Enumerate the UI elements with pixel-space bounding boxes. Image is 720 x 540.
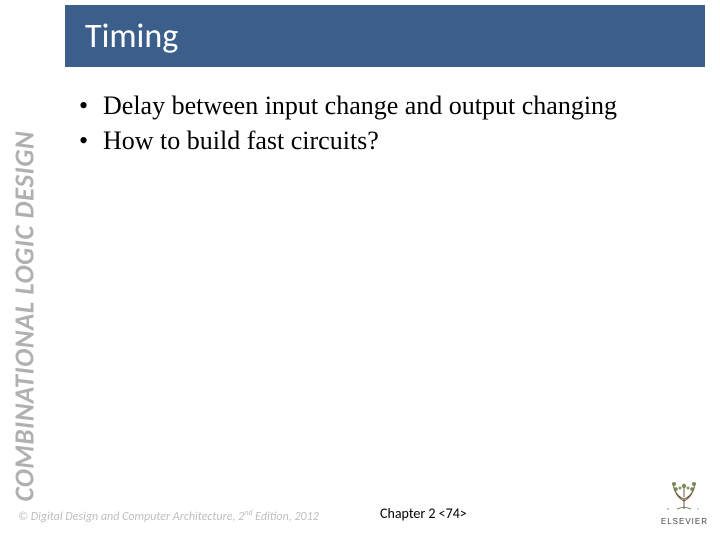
- tree-icon: N S: [663, 479, 705, 511]
- chapter-page: Chapter 2 <74>: [380, 505, 467, 522]
- sidebar-chapter-title: COMBINATIONAL LOGIC DESIGN: [9, 32, 42, 502]
- publisher-name: ELSEVIER: [661, 517, 708, 526]
- publisher-logo: N S ELSEVIER: [661, 479, 708, 526]
- copyright-symbol: ©: [18, 510, 31, 524]
- slide: COMBINATIONAL LOGIC DESIGN Timing Delay …: [0, 0, 720, 540]
- copyright-title: Digital Design and Computer Architecture: [31, 510, 233, 524]
- copyright-edition: , 2: [232, 510, 244, 524]
- copyright-text: © Digital Design and Computer Architectu…: [18, 508, 319, 524]
- bullet-list: Delay between input change and output ch…: [75, 90, 695, 157]
- svg-text:S: S: [697, 507, 699, 511]
- svg-text:N: N: [667, 507, 670, 511]
- title-bar: Timing: [65, 5, 705, 67]
- bullet-item: Delay between input change and output ch…: [75, 90, 695, 123]
- footer: © Digital Design and Computer Architectu…: [0, 490, 720, 530]
- content-area: Delay between input change and output ch…: [75, 90, 695, 159]
- bullet-item: How to build fast circuits?: [75, 125, 695, 158]
- slide-title: Timing: [85, 16, 178, 57]
- copyright-suffix: Edition, 2012: [252, 510, 318, 524]
